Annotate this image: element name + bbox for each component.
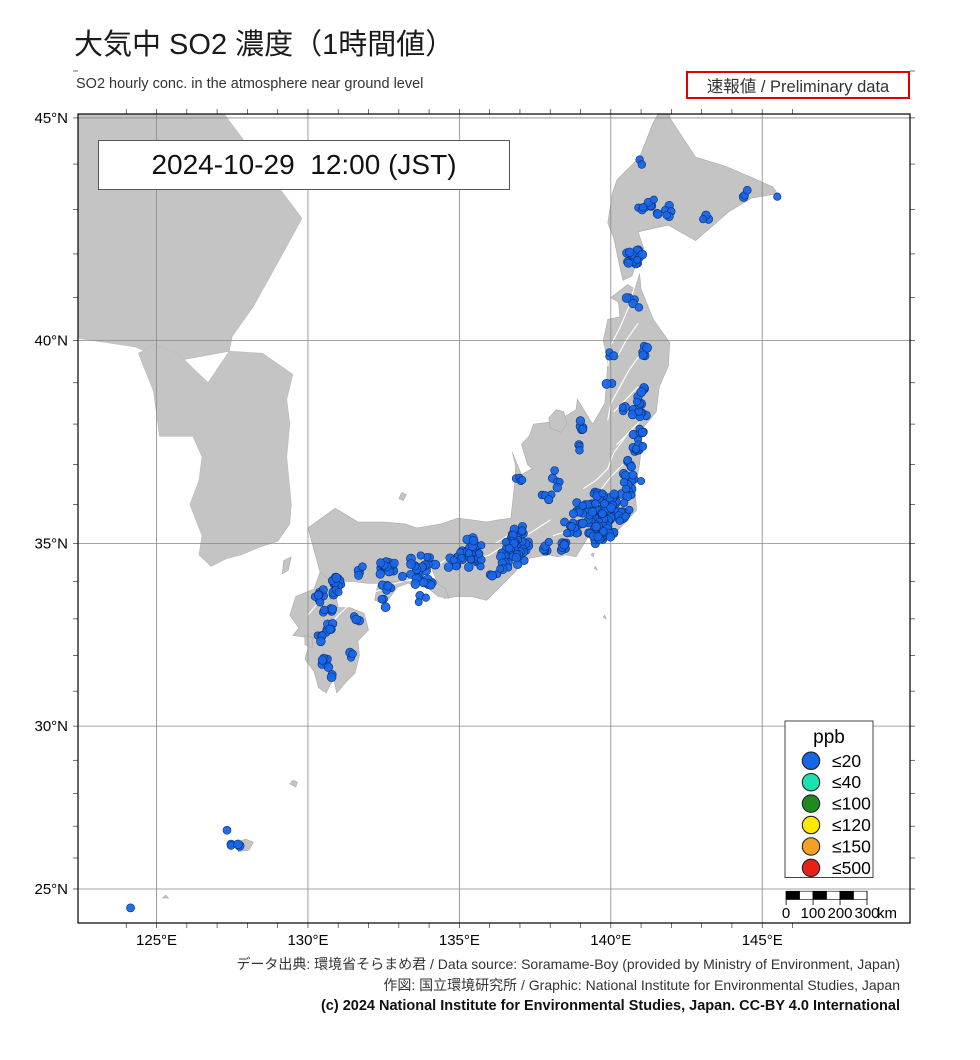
svg-text:35°N: 35°N (34, 535, 68, 552)
svg-text:≤120: ≤120 (832, 815, 871, 835)
svg-text:300: 300 (854, 905, 879, 922)
svg-text:≤100: ≤100 (832, 794, 871, 814)
svg-text:≤500: ≤500 (832, 858, 871, 878)
svg-text:100: 100 (801, 905, 826, 922)
svg-text:125°E: 125°E (136, 932, 177, 949)
svg-text:140°E: 140°E (590, 932, 631, 949)
svg-text:≤40: ≤40 (832, 772, 861, 792)
svg-text:ppb: ppb (813, 727, 845, 748)
svg-text:45°N: 45°N (34, 110, 68, 127)
svg-text:≤20: ≤20 (832, 751, 861, 771)
svg-text:40°N: 40°N (34, 333, 68, 350)
svg-text:145°E: 145°E (742, 932, 783, 949)
svg-text:≤150: ≤150 (832, 836, 871, 856)
svg-text:200: 200 (828, 905, 853, 922)
svg-text:30°N: 30°N (34, 718, 68, 735)
svg-text:25°N: 25°N (34, 881, 68, 898)
svg-text:0: 0 (782, 905, 790, 922)
svg-text:km: km (877, 905, 897, 922)
svg-text:130°E: 130°E (287, 932, 328, 949)
svg-text:135°E: 135°E (439, 932, 480, 949)
